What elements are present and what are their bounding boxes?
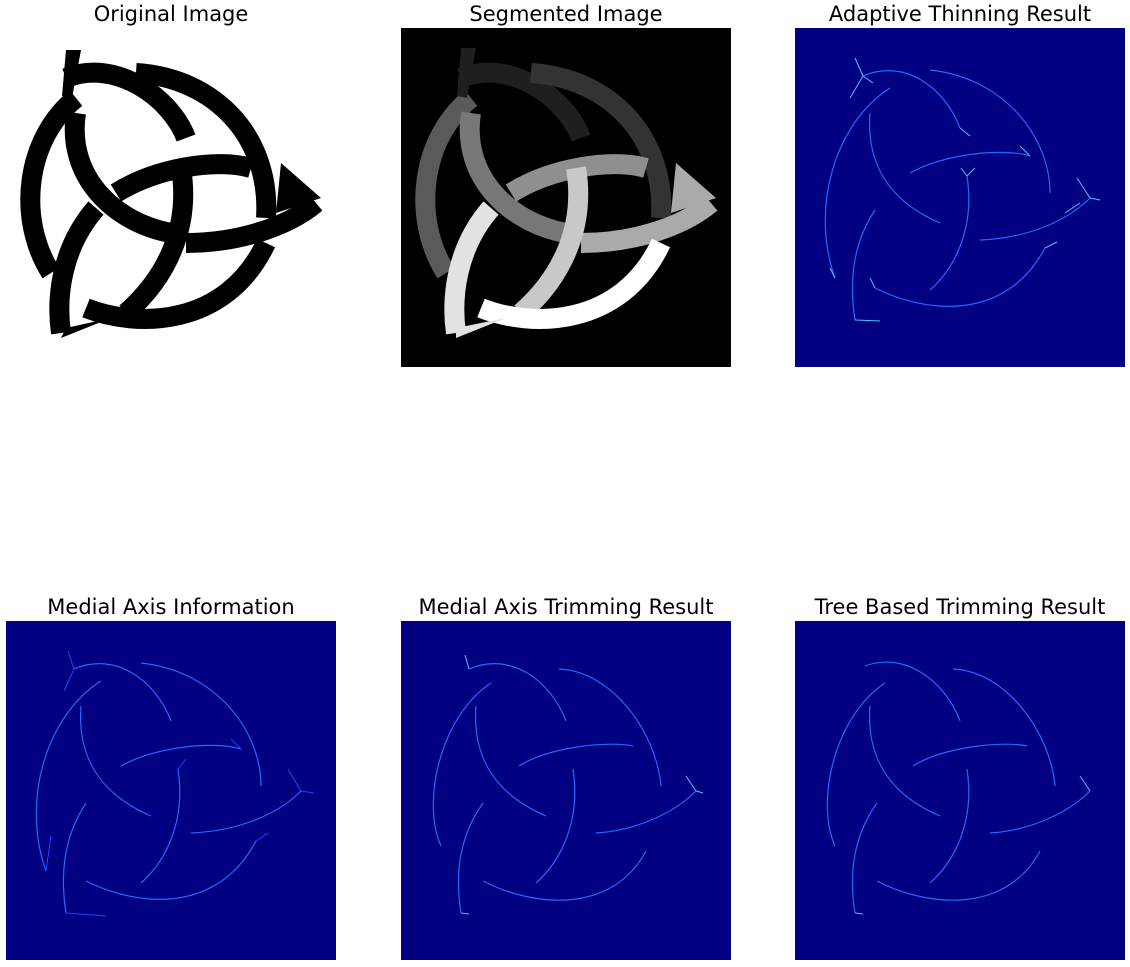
panel-title: Adaptive Thinning Result [828, 2, 1092, 26]
panel-title: Segmented Image [469, 2, 663, 26]
medial-axis-information-image [6, 621, 336, 960]
original-image [6, 28, 336, 367]
panel-title: Medial Axis Trimming Result [418, 595, 714, 619]
medial-axis-trimming-skeleton [401, 621, 731, 960]
segmented-knot-graphic [401, 28, 731, 367]
panel-title: Original Image [93, 2, 249, 26]
tree-based-trimming-skeleton [795, 621, 1125, 960]
medial-axis-trimming-image [401, 621, 731, 960]
original-knot-graphic [6, 28, 336, 367]
segmented-image [401, 28, 731, 367]
tree-based-trimming-image [795, 621, 1125, 960]
panel-title: Medial Axis Information [47, 595, 295, 619]
adaptive-thinning-skeleton [795, 28, 1125, 367]
adaptive-thinning-image [795, 28, 1125, 367]
panel-title: Tree Based Trimming Result [814, 595, 1106, 619]
medial-axis-information-skeleton [6, 621, 336, 960]
